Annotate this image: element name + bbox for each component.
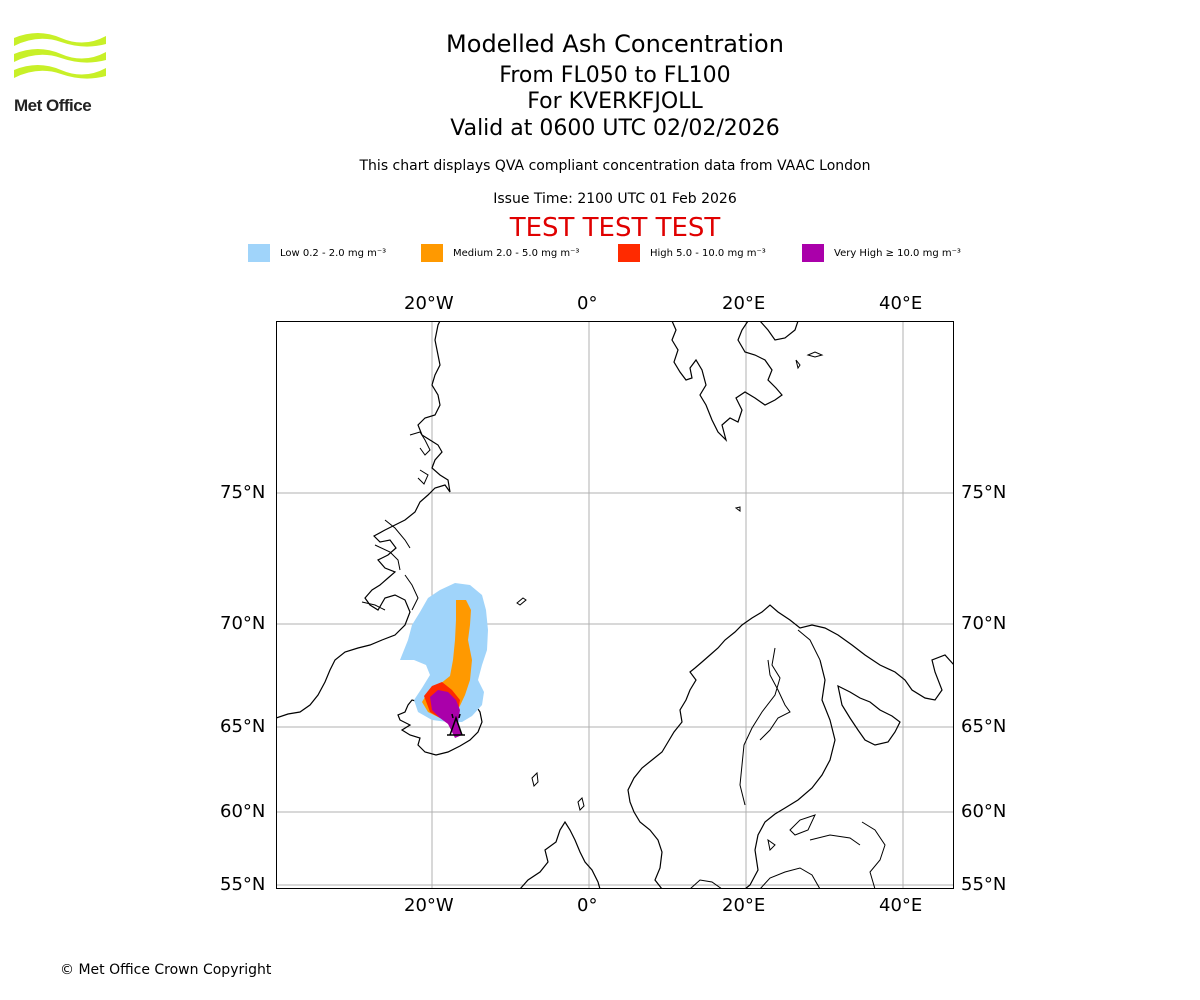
lat-tick-right-60n: 60°N <box>961 801 1007 822</box>
lon-tick-top-20e: 20°E <box>722 293 766 314</box>
faroe-islands <box>531 771 539 787</box>
legend-medium-label: Medium 2.0 - 5.0 mg m⁻³ <box>453 247 580 259</box>
lon-tick-top-20w: 20°W <box>404 293 454 314</box>
volcano-name: For KVERKFJOLL <box>527 89 703 114</box>
legend-high-label: High 5.0 - 10.0 mg m⁻³ <box>650 247 766 259</box>
lon-tick-top-40e: 40°E <box>879 293 923 314</box>
bear-island <box>734 506 741 512</box>
svalbard-coast <box>671 321 799 443</box>
valid-time: Valid at 0600 UTC 02/02/2026 <box>450 116 780 141</box>
lat-tick-left-65n: 65°N <box>220 716 266 737</box>
flight-levels: From FL050 to FL100 <box>499 63 731 88</box>
gridlines <box>276 321 954 889</box>
lon-tick-bottom-20e: 20°E <box>722 895 766 916</box>
logo-text: Met Office <box>14 96 92 115</box>
lat-tick-left-75n: 75°N <box>220 482 266 503</box>
lat-tick-left-70n: 70°N <box>220 613 266 634</box>
sweden-finland-borders <box>739 629 886 889</box>
lon-tick-top-0: 0° <box>577 293 598 314</box>
lat-tick-left-55n: 55°N <box>220 874 266 895</box>
legend-medium-swatch <box>421 244 443 262</box>
denmark-baltic-coast <box>689 814 821 889</box>
lat-tick-right-75n: 75°N <box>961 482 1007 503</box>
legend-medium: Medium 2.0 - 5.0 mg m⁻³ <box>421 244 579 262</box>
issue-time: Issue Time: 2100 UTC 01 Feb 2026 <box>493 191 737 207</box>
chart-title: Modelled Ash Concentration <box>446 30 784 58</box>
ash-very-high-area <box>430 690 462 738</box>
legend-high: High 5.0 - 10.0 mg m⁻³ <box>618 244 766 262</box>
scandinavia-coast <box>627 604 954 889</box>
lat-tick-left-60n: 60°N <box>220 801 266 822</box>
greenland-coast <box>276 321 451 719</box>
met-office-waves-icon <box>14 33 106 79</box>
met-office-logo: Met Office <box>14 30 109 115</box>
volcano-marker <box>447 713 465 736</box>
qva-note: This chart displays QVA compliant concen… <box>359 158 871 174</box>
legend-very-high-label: Very High ≥ 10.0 mg m⁻³ <box>834 247 961 259</box>
shetland <box>577 797 585 811</box>
map-frame <box>276 321 954 889</box>
lat-tick-right-70n: 70°N <box>961 613 1007 634</box>
copyright-notice: © Met Office Crown Copyright <box>60 962 272 978</box>
legend-low-swatch <box>248 244 270 262</box>
legend-high-swatch <box>618 244 640 262</box>
lat-tick-right-65n: 65°N <box>961 716 1007 737</box>
legend-very-high: Very High ≥ 10.0 mg m⁻³ <box>802 244 961 262</box>
legend-very-high-swatch <box>802 244 824 262</box>
legend-low-label: Low 0.2 - 2.0 mg m⁻³ <box>280 247 387 259</box>
lon-tick-bottom-40e: 40°E <box>879 895 923 916</box>
test-banner: TEST TEST TEST <box>509 213 721 243</box>
lat-tick-right-55n: 55°N <box>961 874 1007 895</box>
lon-tick-bottom-20w: 20°W <box>404 895 454 916</box>
jan-mayen <box>516 597 527 606</box>
greenland-fjords <box>361 431 431 611</box>
lon-tick-bottom-0: 0° <box>577 895 598 916</box>
kong-karls-land <box>795 351 824 370</box>
legend-low: Low 0.2 - 2.0 mg m⁻³ <box>248 244 386 262</box>
scotland-coast <box>519 820 601 889</box>
